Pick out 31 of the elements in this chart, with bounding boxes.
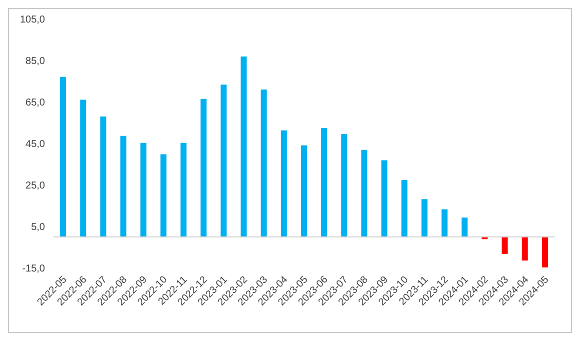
bar bbox=[381, 160, 388, 237]
bar bbox=[140, 142, 146, 237]
y-tick-label: -15,0 bbox=[22, 264, 46, 275]
y-tick-label: 45,0 bbox=[26, 139, 46, 150]
y-tick-label: 85,0 bbox=[26, 56, 46, 68]
bar bbox=[100, 116, 106, 237]
bar bbox=[341, 134, 348, 237]
bar bbox=[240, 56, 247, 237]
bar bbox=[60, 76, 66, 237]
bar bbox=[120, 136, 126, 237]
y-tick-label: 65,0 bbox=[26, 98, 46, 109]
bar bbox=[401, 180, 408, 237]
bar bbox=[462, 218, 468, 237]
bar bbox=[522, 236, 528, 261]
bar bbox=[421, 199, 428, 237]
bar bbox=[321, 128, 328, 237]
y-tick-label: 25,0 bbox=[26, 180, 46, 192]
bar bbox=[280, 130, 287, 237]
bar bbox=[220, 84, 227, 237]
bar bbox=[180, 142, 187, 237]
bar bbox=[160, 154, 166, 237]
bar bbox=[80, 100, 86, 237]
y-tick-label: 105,0 bbox=[20, 14, 46, 26]
bar bbox=[542, 236, 548, 268]
bar bbox=[300, 145, 307, 237]
y-tick-label: 5,0 bbox=[31, 222, 46, 234]
bar bbox=[442, 209, 448, 237]
bar bbox=[260, 90, 267, 237]
bar bbox=[502, 236, 508, 254]
bar bbox=[200, 98, 207, 237]
bar bbox=[361, 150, 368, 237]
